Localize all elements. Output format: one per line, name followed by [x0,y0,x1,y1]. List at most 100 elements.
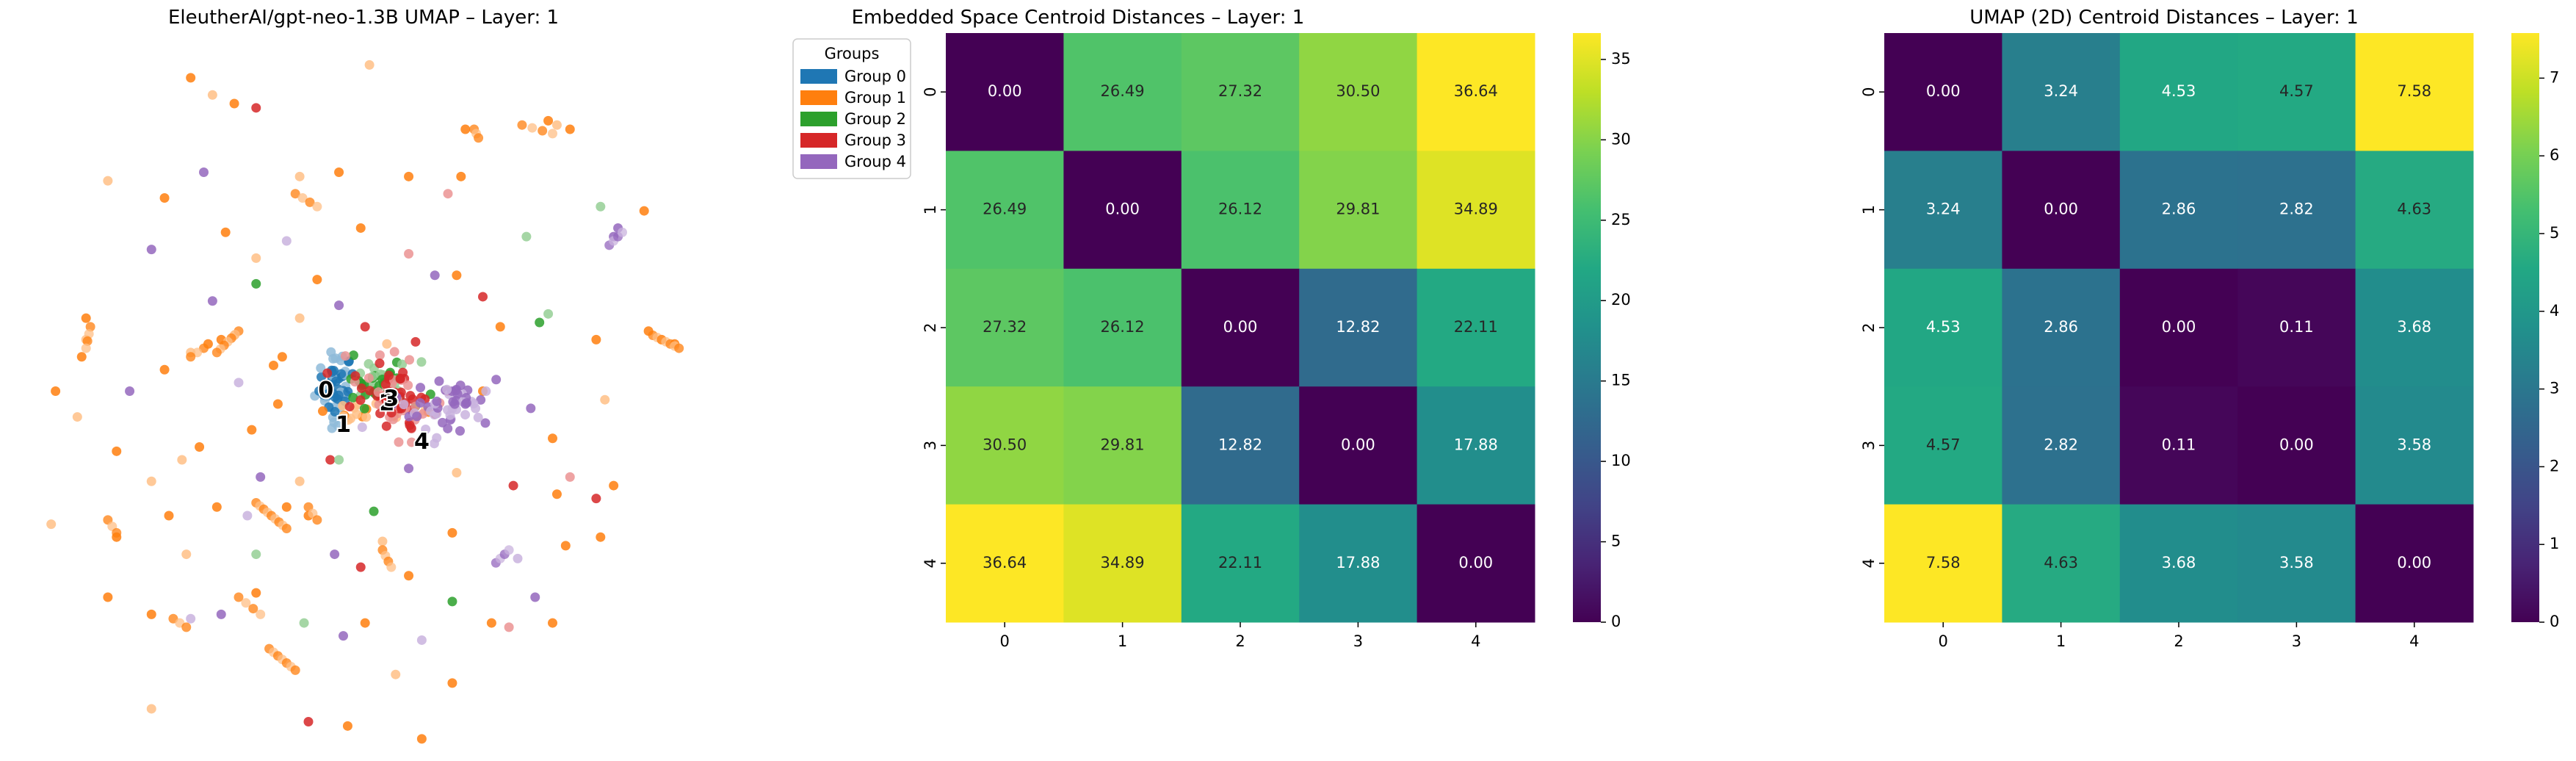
scatter-point [333,394,343,404]
scatter-point [395,373,405,383]
scatter-point [480,418,491,428]
scatter-point [374,400,384,410]
scatter-point [364,59,375,70]
scatter-point [164,511,174,521]
scatter-point [361,412,372,422]
scatter-point [290,665,300,675]
scatter-point [84,329,94,339]
scatter-point [449,399,460,409]
scatter-point [399,400,409,410]
heatmap-cell [946,268,1064,387]
scatter-point [443,189,453,199]
scatter-point [360,322,370,332]
scatter-point [548,129,557,139]
scatter-point [591,494,601,504]
scatter-point [407,437,417,447]
heatmap-cell-label: 0.00 [988,82,1022,100]
scatter-title: EleutherAI/gpt-neo-1.3B UMAP – Layer: 1 [168,7,559,29]
heatmap-cell-label: 0.00 [2397,554,2431,571]
scatter-point [535,317,545,328]
heatmap-cell-label: 0.11 [2279,318,2314,336]
scatter-point [125,386,135,396]
scatter-point [330,549,340,560]
scatter-point [103,592,113,602]
scatter-point [72,412,82,422]
scatter-point [397,359,408,369]
heatmap-cell [1417,504,1535,623]
scatter-point [247,425,257,435]
scatter-centroid-labels: 01 234 [316,376,431,456]
scatter-point [382,339,392,349]
scatter-point [548,618,557,628]
scatter-point [430,270,440,281]
heatmap-cell [946,386,1064,505]
x-tick-label: 1 [1118,632,1127,650]
scatter-point [517,120,527,130]
scatter-point [344,402,355,412]
scatter-point [527,123,538,133]
scatter-point [51,386,61,396]
scatter-point [609,480,619,491]
scatter-point [504,545,514,555]
scatter-point [391,392,402,403]
heatmap-cell-label: 2.82 [2044,436,2078,453]
scatter-point [85,322,95,332]
scatter-point [377,536,388,547]
legend-swatch [800,69,837,84]
heatmap-cell-label: 4.57 [1926,436,1961,453]
centroid-label: 3 [383,386,399,412]
scatter-point [241,598,251,608]
scatter-point [383,386,394,397]
heatmap-cell [2355,151,2474,270]
colorbar-tick-label: 1 [2550,535,2559,552]
scatter-point [521,231,532,242]
legend-swatch [800,112,837,126]
heatmap-cell-label: 3.24 [1926,201,1961,218]
scatter-point [543,115,554,126]
heatmap-cell [1417,151,1535,270]
colorbar-tick-label: 0 [2550,613,2559,630]
scatter-point [251,588,261,598]
heatmap-cell-label: 17.88 [1454,436,1498,453]
scatter-point [211,502,222,512]
heatmap-cell-label: 3.58 [2397,436,2431,453]
scatter-point [442,384,452,394]
scatter-point [591,334,601,345]
heatmap-cell-label: 4.63 [2044,554,2078,571]
scatter-point [299,618,309,628]
scatter-point [290,189,300,199]
scatter-point [159,193,170,203]
scatter-point [355,562,366,572]
scatter-point [384,370,394,380]
scatter-point [674,343,684,353]
scatter-point [530,592,540,602]
heatmap-cell [1181,151,1300,270]
heatmap-cell [1884,268,2002,387]
scatter-point [565,472,575,482]
x-tick-label: 0 [1000,632,1010,650]
scatter-point [339,411,349,422]
colorbar-tick-label: 15 [1611,372,1631,389]
scatter-point [404,571,414,581]
heatmap-cell-label: 0.00 [1926,82,1961,100]
scatter-point [434,376,444,386]
scatter-point [297,193,308,203]
heatmap-cell-label: 30.50 [983,436,1027,453]
scatter-point [404,464,414,474]
scatter-point [405,355,415,365]
heatmap-cell-label: 2.82 [2279,201,2314,218]
heatmap-cell [2002,386,2121,505]
heatmap-cell [1063,151,1182,270]
heatmap-cell-label: 4.57 [2279,82,2314,100]
scatter-point [403,380,413,390]
heatmap-cell [2119,268,2238,387]
heatmap-cell-label: 22.11 [1218,554,1262,571]
heatmap-cell-label: 26.12 [1218,201,1262,218]
scatter-point [394,437,404,447]
heatmap-cell-label: 36.64 [983,554,1027,571]
scatter-point [460,410,471,420]
scatter-point [177,455,187,465]
scatter-point [404,249,414,259]
scatter-point [81,343,91,353]
